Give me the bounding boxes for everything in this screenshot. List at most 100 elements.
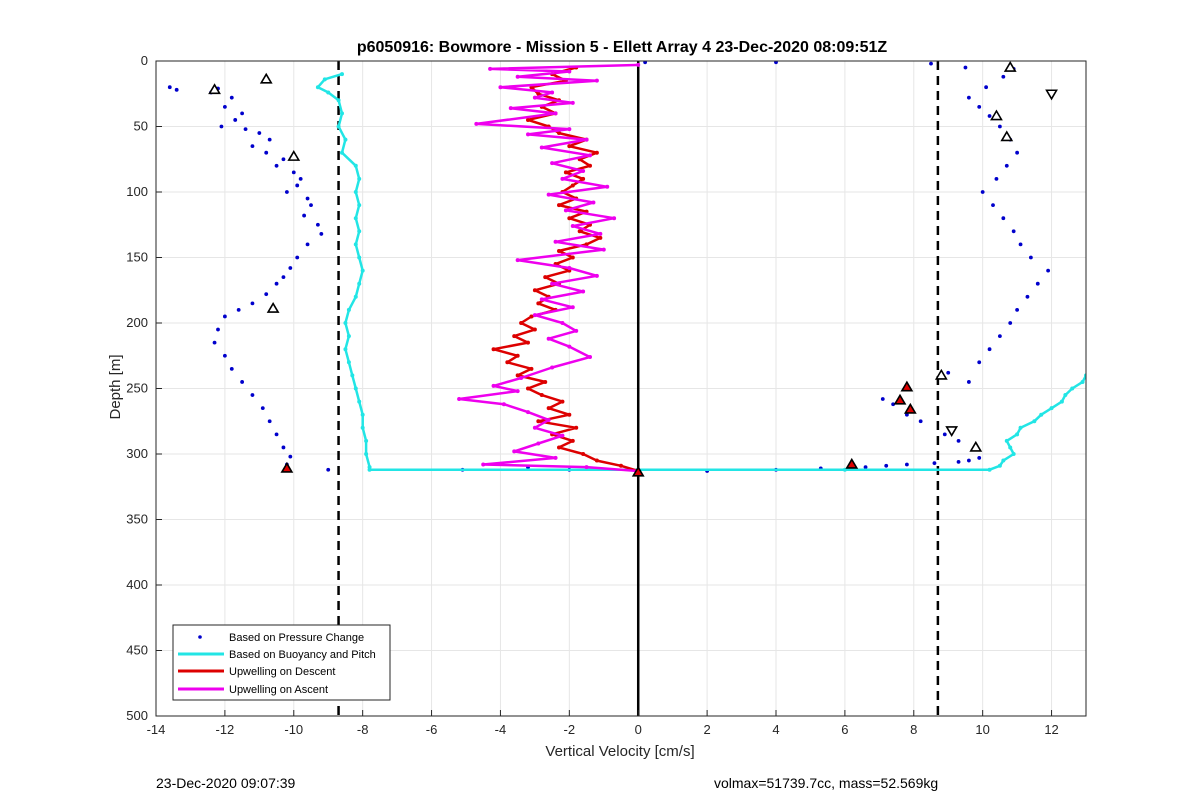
series-point <box>353 190 358 194</box>
data-point <box>977 360 982 365</box>
series-point <box>515 258 520 263</box>
series-point <box>581 176 586 181</box>
series-point <box>543 379 548 384</box>
data-point <box>260 406 265 411</box>
series-point <box>360 425 365 430</box>
data-point <box>1046 268 1051 273</box>
x-tick-label: 12 <box>1044 722 1058 737</box>
data-point <box>250 144 255 149</box>
series-point <box>515 373 520 378</box>
series-point <box>1059 399 1064 404</box>
series-point <box>577 229 582 234</box>
series-point <box>557 248 561 253</box>
data-point <box>216 327 220 332</box>
series-point <box>591 200 596 205</box>
x-tick-label: -14 <box>147 722 166 737</box>
series-point <box>546 336 551 341</box>
data-point <box>288 454 293 459</box>
data-point <box>1015 308 1020 312</box>
triangle-marker <box>208 83 221 95</box>
data-point <box>233 118 238 122</box>
series-3 <box>457 62 641 474</box>
data-point <box>977 104 982 109</box>
data-point <box>643 61 648 65</box>
series-point <box>987 467 992 472</box>
data-point <box>929 61 933 66</box>
series-point <box>515 353 520 358</box>
data-point <box>298 177 303 181</box>
footer-volmax-mass: volmax=51739.7cc, mass=52.569kg <box>714 775 938 791</box>
series-point <box>1015 432 1020 437</box>
y-tick-label: 450 <box>126 643 148 658</box>
data-point <box>977 456 982 460</box>
series-point <box>1070 386 1075 391</box>
series-point <box>357 281 362 286</box>
series-point <box>588 163 592 168</box>
data-point <box>257 131 262 135</box>
data-point <box>863 465 868 469</box>
legend-label-pressure: Based on Pressure Change <box>229 632 364 644</box>
series-point <box>570 224 575 229</box>
series-point <box>353 386 358 391</box>
series-point <box>526 386 530 391</box>
data-point <box>302 213 307 218</box>
series-point <box>570 305 575 310</box>
series-point <box>346 307 351 312</box>
data-point <box>774 61 778 65</box>
y-tick-label: 300 <box>126 446 148 461</box>
series-point <box>594 150 599 155</box>
series-point <box>594 273 599 278</box>
series-point <box>570 255 575 260</box>
series-point <box>560 433 565 438</box>
series-point <box>560 399 565 404</box>
series-point <box>594 458 599 463</box>
triangle-marker <box>945 426 959 437</box>
series-point <box>1032 419 1037 424</box>
data-point <box>284 190 289 194</box>
legend-item-pressure: Based on Pressure Change <box>198 632 364 644</box>
data-point <box>326 467 331 472</box>
series-point <box>584 137 589 142</box>
series-point <box>501 402 506 407</box>
series-point <box>557 445 561 450</box>
series-point <box>336 98 341 103</box>
series-point <box>322 77 327 82</box>
data-point <box>946 370 951 375</box>
series-point <box>546 192 551 197</box>
series-point <box>581 169 586 174</box>
series-point <box>532 313 537 318</box>
series-point <box>343 347 348 352</box>
data-point <box>219 124 224 129</box>
data-point <box>991 203 995 208</box>
marker-layer <box>208 61 1058 477</box>
data-point <box>274 163 279 168</box>
data-point <box>309 203 313 208</box>
series-point <box>550 281 555 286</box>
data-point <box>264 292 269 297</box>
data-point <box>1001 216 1006 221</box>
x-tick-label: 2 <box>703 722 710 737</box>
data-point <box>1004 163 1009 168</box>
series-point <box>1080 379 1085 384</box>
series-point <box>343 137 348 142</box>
series-point <box>346 360 351 365</box>
series-point <box>605 184 610 189</box>
data-point <box>295 183 300 188</box>
series-point <box>512 449 517 454</box>
series-point <box>457 396 462 401</box>
y-axis-label: Depth [m] <box>107 354 124 419</box>
series-point <box>367 467 372 472</box>
series-point <box>529 366 534 371</box>
x-tick-label: 8 <box>910 722 917 737</box>
series-point <box>598 231 603 236</box>
series-point <box>567 216 572 221</box>
series-point <box>340 111 344 116</box>
y-tick-label: 50 <box>134 119 148 134</box>
series-point <box>474 121 479 126</box>
data-point <box>880 397 885 401</box>
series-point <box>598 235 603 240</box>
data-point <box>956 459 961 464</box>
series-point <box>543 275 548 280</box>
data-point <box>966 95 971 100</box>
data-point <box>942 432 947 437</box>
